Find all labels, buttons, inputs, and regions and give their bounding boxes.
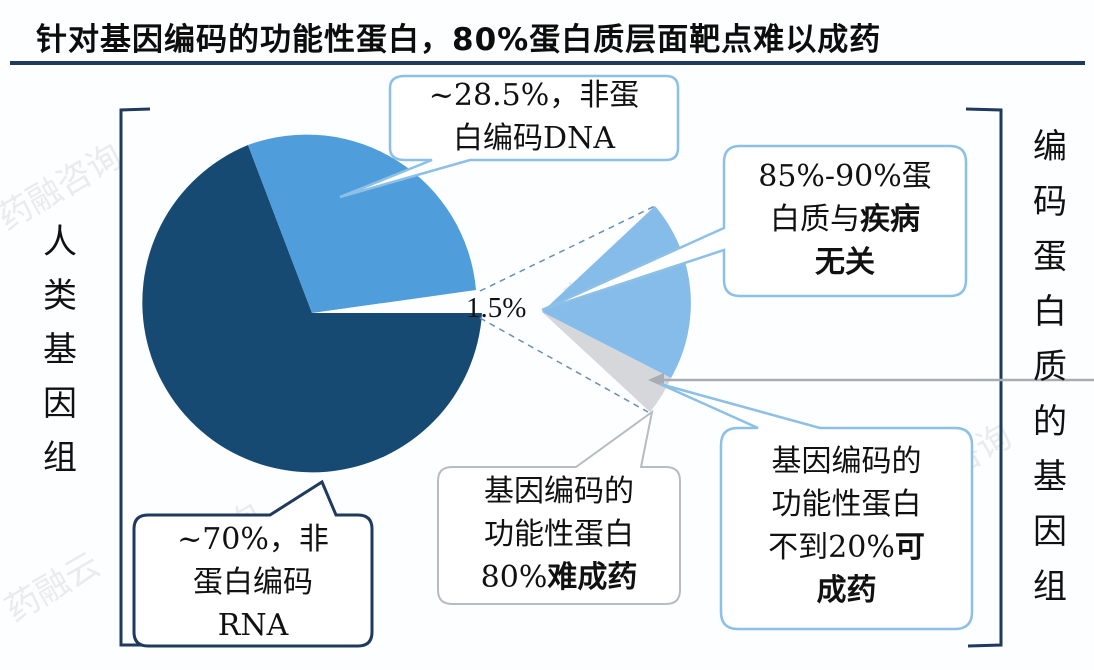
callout-unrelated-frame bbox=[541, 144, 968, 312]
label-char: 人 bbox=[43, 222, 77, 262]
callout-line: 功能性蛋白 bbox=[484, 517, 634, 552]
page-title: 针对基因编码的功能性蛋白，80%蛋白质层面靶点难以成药 bbox=[36, 22, 882, 58]
pie-slice-rna bbox=[142, 145, 483, 473]
label-char: 基 bbox=[43, 330, 77, 370]
callout-line: 白编码DNA bbox=[453, 121, 615, 156]
callout-line: 基因编码的 bbox=[771, 444, 922, 479]
label-char: 蛋 bbox=[1033, 237, 1067, 277]
arrow-head-icon bbox=[648, 373, 664, 387]
callout-text-bold: 无关 bbox=[815, 245, 875, 280]
callout-druggable-frame bbox=[659, 382, 974, 631]
callout-line: 蛋白编码 bbox=[193, 565, 313, 600]
sub-pie-slice-functional bbox=[542, 312, 671, 412]
callout-druggable-text: 基因编码的 功能性蛋白 不到20%可 成药 bbox=[723, 440, 970, 612]
pie-slice-dna bbox=[248, 134, 476, 313]
right-bracket bbox=[965, 107, 1003, 648]
callout-line: 基因编码的 bbox=[484, 474, 634, 509]
callout-line: RNA bbox=[217, 608, 289, 643]
callout-text-bold: 可 bbox=[894, 530, 925, 565]
callout-line: 白质与疾病 bbox=[726, 198, 964, 241]
callout-undruggable-frame bbox=[437, 409, 681, 605]
left-bracket bbox=[119, 107, 151, 647]
label-char: 质 bbox=[1033, 347, 1067, 387]
label-char: 基 bbox=[1033, 457, 1067, 497]
callout-text-plain: 不到20% bbox=[768, 530, 895, 565]
label-char: 因 bbox=[43, 384, 77, 424]
callout-line: 不到20%可 bbox=[723, 526, 970, 569]
callout-text-bold: 成药 bbox=[816, 573, 877, 608]
label-char: 组 bbox=[1033, 567, 1067, 607]
label-char: 白 bbox=[1033, 292, 1067, 332]
callout-rna-frame bbox=[132, 479, 374, 648]
callout-text-plain: 80% bbox=[480, 560, 548, 595]
callout-text-bold: 难成药 bbox=[547, 560, 638, 595]
callout-text-plain: 白质与 bbox=[770, 202, 860, 237]
callout-line: ~28.5%，非蛋 bbox=[428, 78, 640, 113]
label-char: 的 bbox=[1033, 402, 1067, 442]
sub-pie-slice-unrelated bbox=[542, 206, 691, 378]
callout-line: 80%难成药 bbox=[440, 556, 678, 599]
callout-line: 成药 bbox=[723, 569, 970, 612]
title-divider bbox=[10, 61, 1085, 65]
label-char: 编 bbox=[1033, 127, 1067, 167]
label-char: 组 bbox=[43, 438, 77, 478]
label-char: 类 bbox=[43, 276, 77, 316]
protein-coding-genome-label: 编 码 蛋 白 质 的 基 因 组 bbox=[1030, 120, 1070, 615]
callout-text-bold: 疾病 bbox=[860, 202, 920, 237]
callout-line: ~70%，非 bbox=[177, 522, 329, 557]
callout-rna-text: ~70%，非 蛋白编码 RNA bbox=[136, 518, 370, 647]
callout-line: 无关 bbox=[726, 241, 964, 284]
callout-dna-frame bbox=[339, 74, 680, 199]
callout-unrelated-text: 85%-90%蛋 白质与疾病 无关 bbox=[726, 155, 964, 284]
callout-line: 功能性蛋白 bbox=[771, 487, 922, 522]
callout-line: 85%-90%蛋 bbox=[758, 159, 932, 194]
label-char: 码 bbox=[1033, 182, 1067, 222]
protein-coding-percent-label: 1.5% bbox=[466, 292, 527, 324]
callout-dna-text: ~28.5%，非蛋 白编码DNA bbox=[392, 74, 676, 160]
callout-undruggable-text: 基因编码的 功能性蛋白 80%难成药 bbox=[440, 470, 678, 599]
label-char: 因 bbox=[1033, 512, 1067, 552]
human-genome-label: 人 类 基 因 组 bbox=[40, 215, 80, 485]
